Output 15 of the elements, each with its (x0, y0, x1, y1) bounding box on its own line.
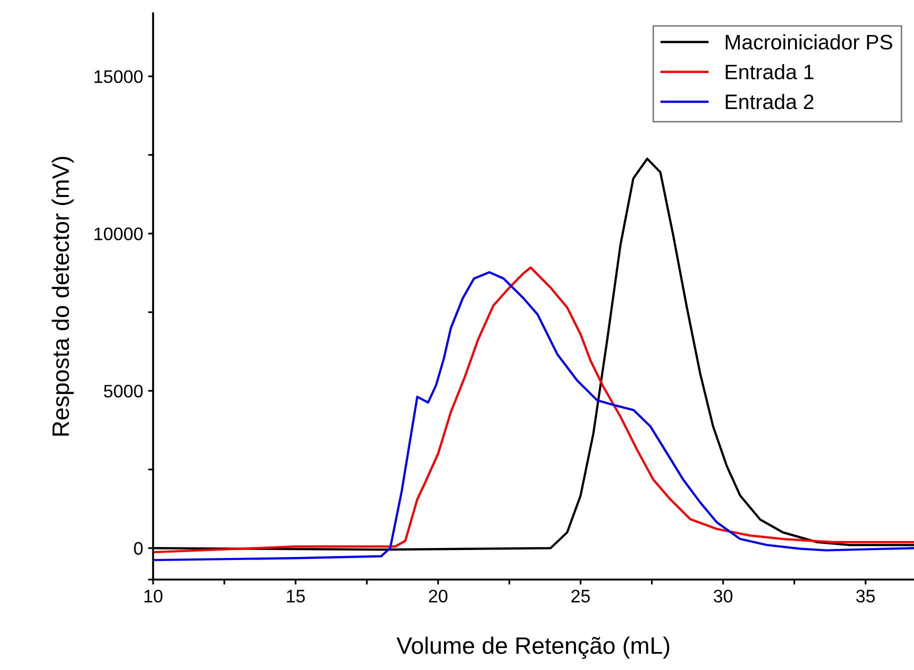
y-tick-label: 10000 (94, 228, 143, 240)
legend-label: Entrada 2 (726, 94, 814, 110)
x-tick-label: 20 (428, 590, 448, 603)
x-tick-label: 15 (286, 590, 305, 603)
x-tick-label: 10 (144, 590, 162, 603)
y-tick-label: 15000 (94, 70, 143, 84)
y-axis-title: Resposta do detector (mV) (52, 156, 74, 436)
x-tick-label: 35 (856, 590, 875, 603)
x-tick-label: 30 (714, 590, 732, 603)
legend-label: Macroiniciador PS (726, 34, 892, 50)
x-tick-label: 25 (571, 590, 590, 603)
legend-label: Entrada 1 (726, 64, 814, 80)
y-tick-label: 5000 (104, 384, 143, 398)
y-tick-label: 0 (134, 542, 143, 555)
x-axis-title: Volume de Retenção (mL) (396, 636, 670, 659)
